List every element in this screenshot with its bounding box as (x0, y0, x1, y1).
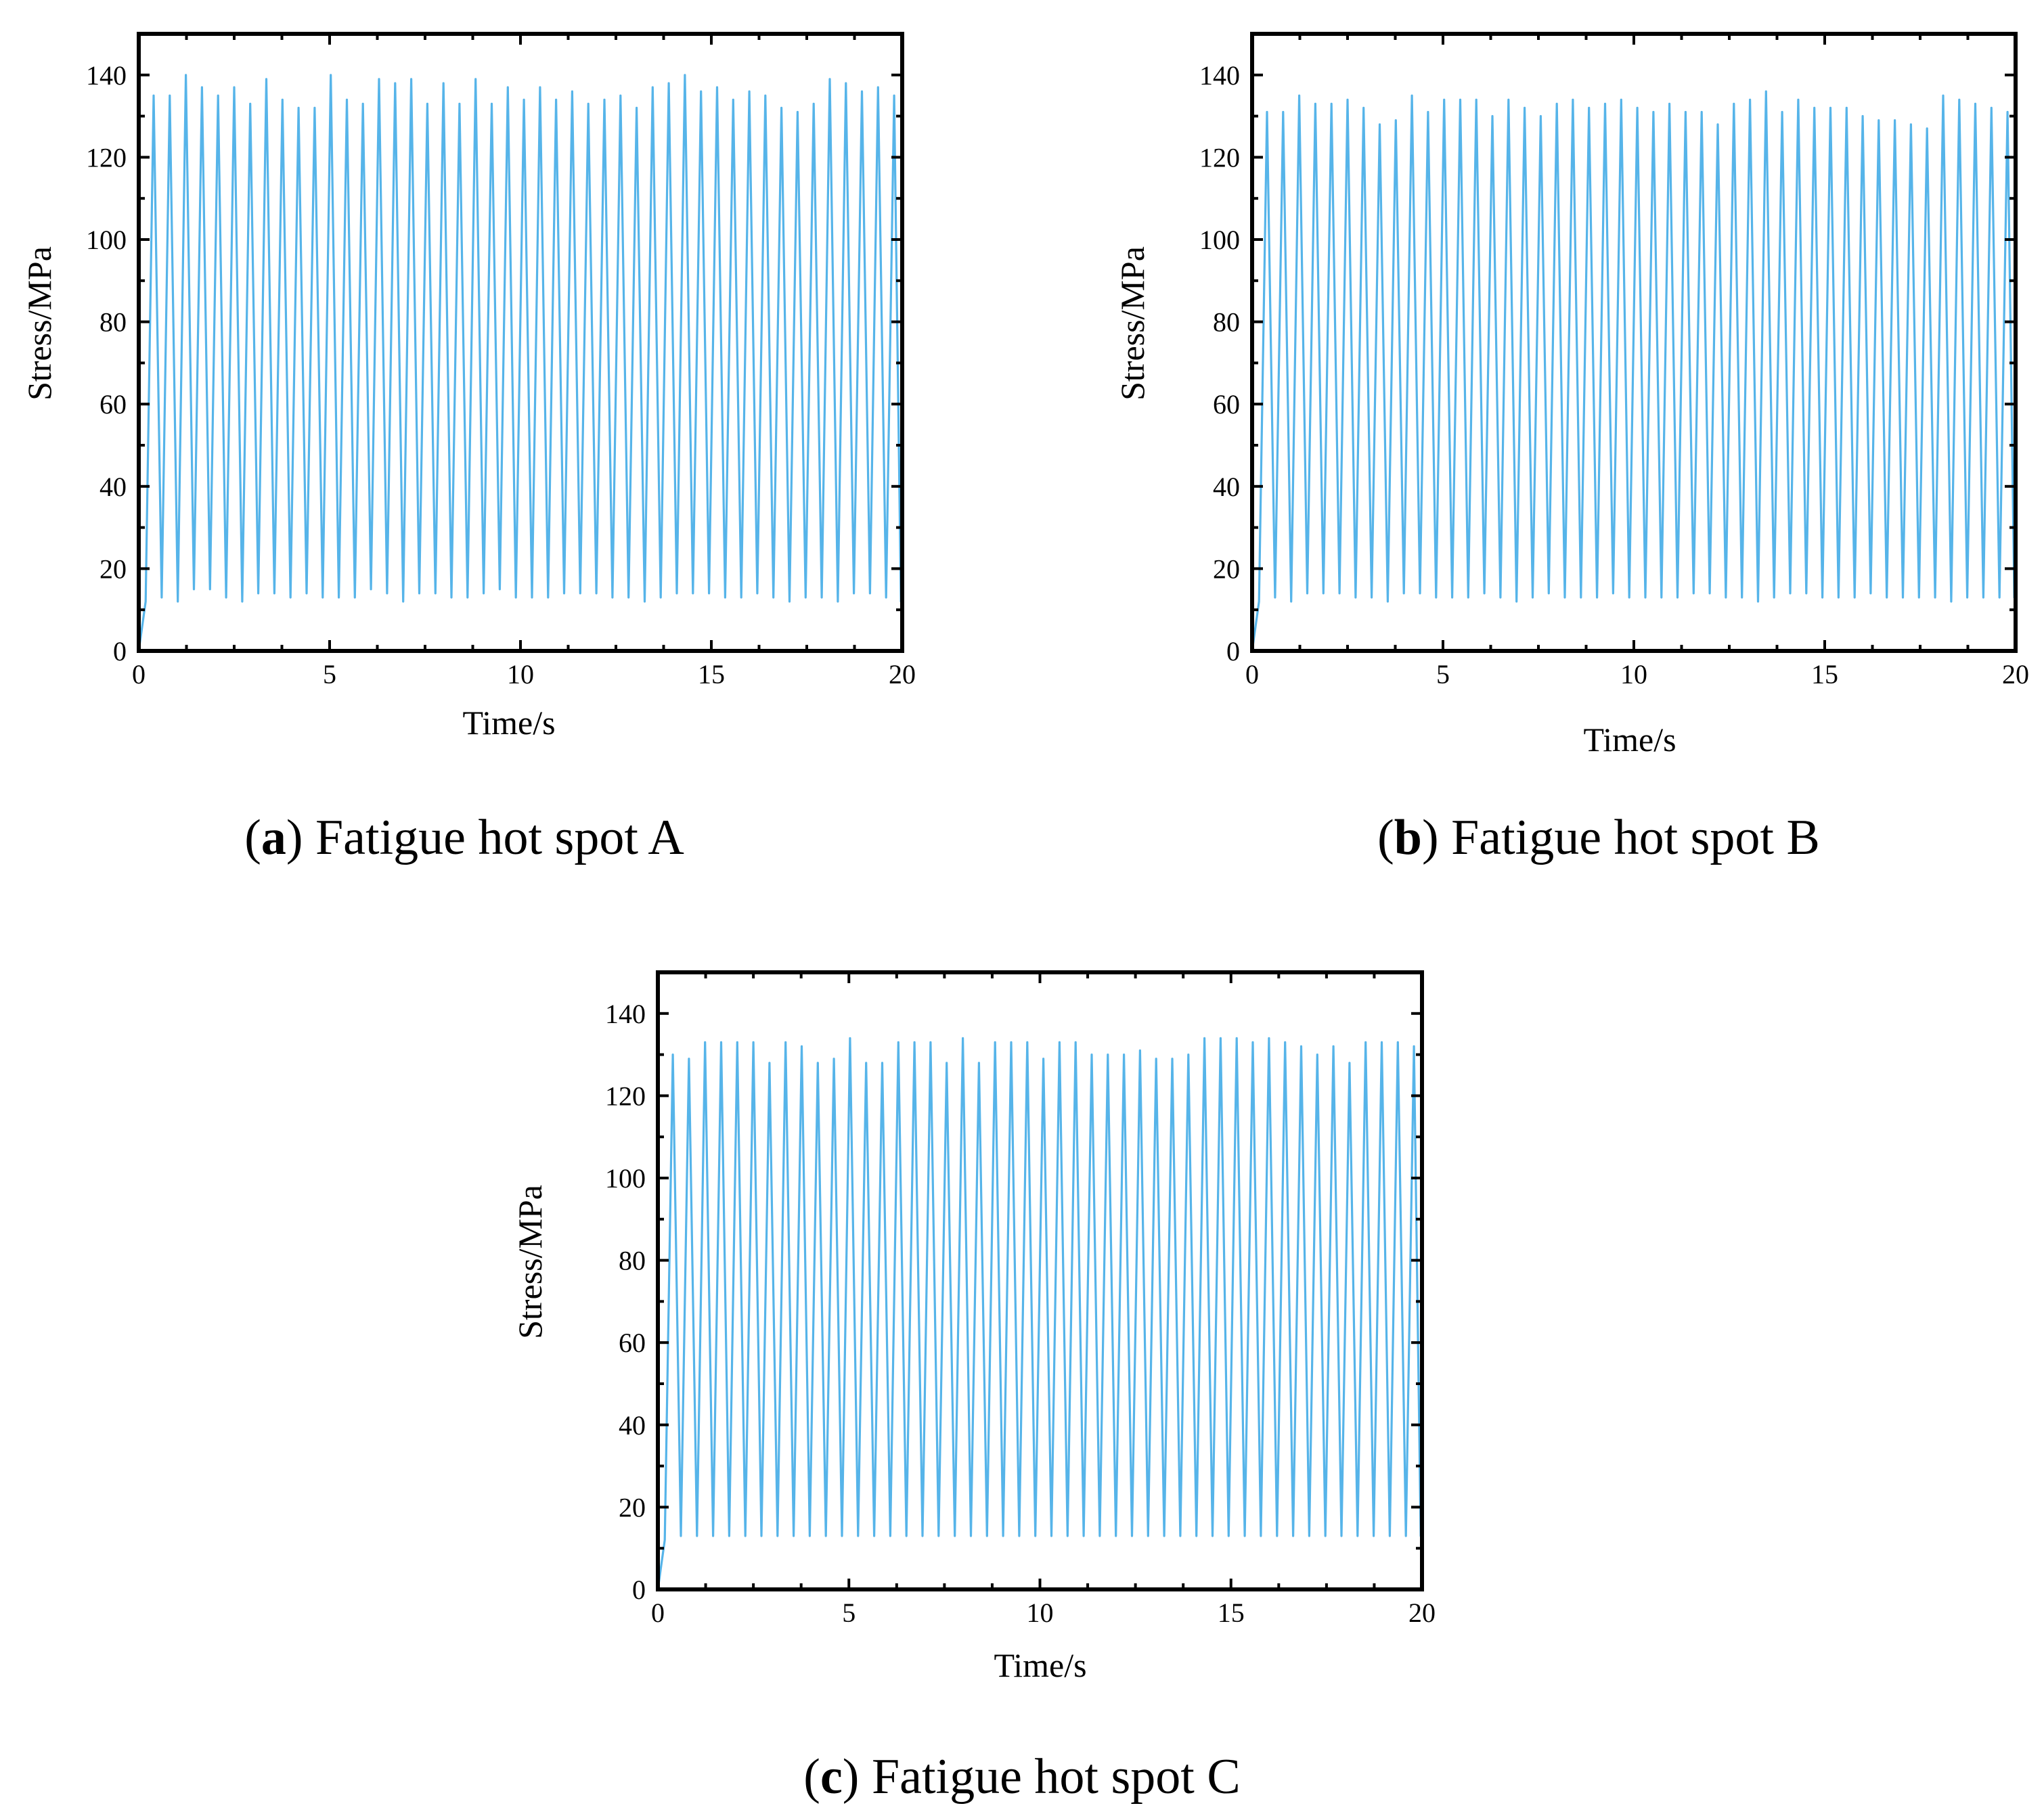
plot-area-c: 0 5 10 15 20 0 20 40 60 80 100 120 140 (605, 970, 1436, 1628)
x-tick-label-a: 0 (132, 659, 146, 689)
y-axis-title-c: Stress/MPa (511, 1185, 549, 1339)
y-tick-label-b: 60 (1213, 389, 1240, 420)
x-tick-label-b: 0 (1245, 659, 1259, 689)
x-tick-label-c: 20 (1408, 1598, 1436, 1628)
y-tick-label-b: 140 (1199, 60, 1240, 91)
y-tick-label-b: 20 (1213, 553, 1240, 584)
panel-c: 0 5 10 15 20 0 20 40 60 80 100 120 140 Time/s Stress… (511, 970, 1436, 1805)
x-axis-title-c: Time/s (994, 1646, 1086, 1684)
caption-letter-b: b (1394, 810, 1422, 865)
plot-area-b: 0 5 10 15 20 0 20 40 60 80 100 120 140 (1199, 32, 2029, 689)
y-tick-label-c: 140 (605, 999, 646, 1029)
y-tick-label-a: 60 (99, 389, 127, 420)
y-tick-label-c: 120 (605, 1081, 646, 1111)
panel-a: 0 5 10 15 20 0 20 40 60 80 100 120 140 Time/s Stress… (20, 32, 916, 865)
plot-area-a: 0 5 10 15 20 0 20 40 60 80 100 120 140 (86, 32, 916, 689)
x-tick-label-c: 5 (842, 1598, 856, 1628)
y-tick-label-b: 80 (1213, 307, 1240, 338)
x-tick-label-a: 15 (698, 659, 725, 689)
y-tick-label-a: 140 (86, 60, 127, 91)
x-tick-label-c: 15 (1218, 1598, 1245, 1628)
x-tick-label-c: 10 (1027, 1598, 1054, 1628)
x-tick-label-a: 10 (507, 659, 534, 689)
stress-series-line-b (1251, 90, 2017, 652)
x-tick-label-b: 15 (1811, 659, 1838, 689)
y-tick-label-a: 40 (99, 472, 127, 502)
y-tick-label-c: 20 (619, 1492, 646, 1522)
y-tick-label-a: 20 (99, 553, 127, 584)
x-tick-label-b: 20 (2002, 659, 2029, 689)
y-tick-label-c: 60 (619, 1328, 646, 1358)
y-tick-label-b: 100 (1199, 225, 1240, 255)
y-tick-label-a: 0 (113, 636, 127, 666)
y-tick-label-a: 100 (86, 225, 127, 255)
y-tick-label-c: 100 (605, 1163, 646, 1194)
caption-b: (b) Fatigue hot spot B (1377, 810, 1820, 865)
y-tick-label-c: 40 (619, 1410, 646, 1441)
x-axis-title-a: Time/s (462, 704, 555, 742)
y-tick-label-a: 80 (99, 307, 127, 338)
x-tick-label-c: 0 (651, 1598, 665, 1628)
panel-b: 0 5 10 15 20 0 20 40 60 80 100 120 140 Time/s Stress… (1113, 32, 2029, 865)
x-tick-label-b: 5 (1436, 659, 1450, 689)
stress-series-line-c (657, 1037, 1423, 1590)
x-axis-title-b: Time/s (1583, 721, 1676, 759)
y-tick-label-b: 40 (1213, 472, 1240, 502)
caption-letter-a: a (261, 810, 286, 865)
caption-title-c: Fatigue hot spot C (872, 1749, 1241, 1805)
y-tick-label-c: 80 (619, 1246, 646, 1276)
x-tick-label-b: 10 (1620, 659, 1647, 689)
caption-title-b: Fatigue hot spot B (1451, 810, 1820, 865)
y-tick-label-b: 0 (1226, 636, 1240, 666)
caption-letter-c: c (820, 1749, 843, 1805)
y-tick-label-c: 0 (632, 1575, 646, 1605)
caption-title-a: Fatigue hot spot A (315, 810, 684, 865)
caption-a: (a) Fatigue hot spot A (244, 810, 684, 865)
y-axis-title-b: Stress/MPa (1113, 246, 1151, 401)
caption-c: (c) Fatigue hot spot C (803, 1749, 1240, 1805)
x-tick-label-a: 5 (323, 659, 336, 689)
stress-series-line-a (137, 74, 904, 652)
y-tick-label-b: 120 (1199, 142, 1240, 173)
x-tick-label-a: 20 (889, 659, 916, 689)
y-axis-title-a: Stress/MPa (20, 246, 58, 401)
y-tick-label-a: 120 (86, 142, 127, 173)
